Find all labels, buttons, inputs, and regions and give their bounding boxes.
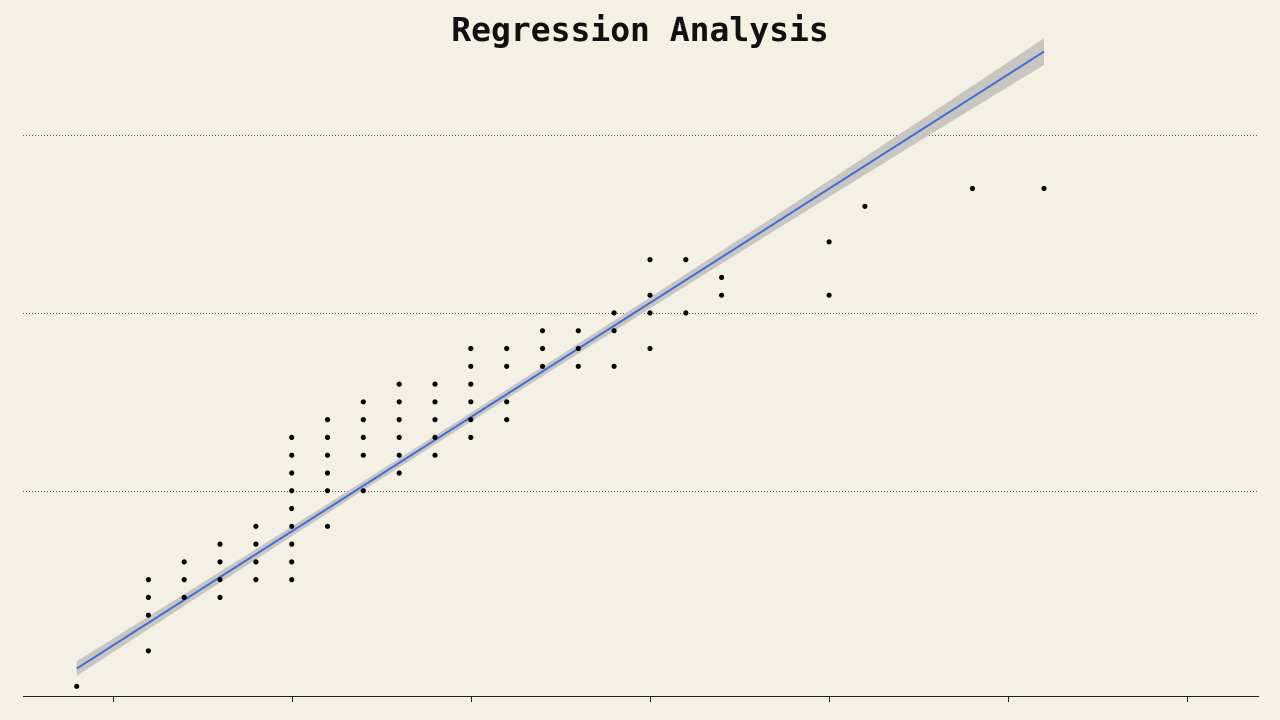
data-point-0 <box>74 683 80 689</box>
data-point-19 <box>289 523 295 529</box>
data-point-6 <box>181 577 187 583</box>
data-point-5 <box>181 594 187 601</box>
data-point-68 <box>647 292 653 298</box>
data-point-76 <box>862 203 868 209</box>
data-point-16 <box>289 577 295 583</box>
data-point-17 <box>289 559 295 565</box>
data-point-67 <box>647 310 653 316</box>
data-point-45 <box>432 399 438 405</box>
data-point-27 <box>324 470 331 476</box>
data-point-9 <box>217 577 223 583</box>
data-point-51 <box>468 363 474 369</box>
data-point-25 <box>324 523 331 529</box>
data-point-73 <box>719 274 725 280</box>
data-point-39 <box>396 417 402 423</box>
data-point-23 <box>289 452 295 458</box>
data-point-13 <box>253 559 259 565</box>
data-point-21 <box>289 488 295 494</box>
data-point-56 <box>504 345 510 352</box>
data-point-11 <box>217 541 223 547</box>
data-point-7 <box>181 559 187 565</box>
data-point-70 <box>683 310 689 316</box>
confidence-band <box>76 38 1044 676</box>
data-point-57 <box>539 363 546 369</box>
data-point-3 <box>145 594 151 601</box>
data-point-2 <box>145 612 151 618</box>
data-point-28 <box>324 452 331 458</box>
data-point-10 <box>217 559 223 565</box>
data-point-33 <box>360 434 366 440</box>
data-point-38 <box>396 434 402 440</box>
data-point-49 <box>468 399 474 405</box>
data-point-42 <box>432 452 438 458</box>
data-point-34 <box>360 417 366 423</box>
data-point-62 <box>575 328 581 334</box>
regression-line <box>76 50 1045 670</box>
data-point-26 <box>324 488 331 494</box>
data-point-55 <box>504 363 510 369</box>
data-point-8 <box>217 594 223 601</box>
data-point-22 <box>289 470 295 476</box>
data-point-48 <box>468 417 474 423</box>
data-point-69 <box>647 257 653 263</box>
data-point-75 <box>826 239 832 245</box>
data-point-1 <box>145 648 151 654</box>
data-point-63 <box>611 363 617 369</box>
chart-title: Regression Analysis <box>451 10 829 49</box>
data-point-32 <box>360 452 366 458</box>
data-point-59 <box>539 328 546 334</box>
data-point-15 <box>253 523 259 529</box>
data-point-61 <box>575 345 581 352</box>
data-point-58 <box>539 345 546 352</box>
data-point-72 <box>719 292 725 298</box>
data-point-31 <box>360 488 366 494</box>
data-point-64 <box>611 328 617 334</box>
data-point-40 <box>396 399 402 405</box>
data-point-74 <box>826 292 832 298</box>
data-point-12 <box>253 577 259 583</box>
data-point-14 <box>253 541 259 547</box>
data-point-4 <box>145 577 151 583</box>
data-point-36 <box>396 470 402 476</box>
data-point-54 <box>504 399 510 405</box>
data-point-20 <box>289 505 295 512</box>
data-point-50 <box>468 381 474 387</box>
data-point-77 <box>969 185 976 192</box>
data-point-24 <box>289 434 295 440</box>
data-point-30 <box>324 417 331 423</box>
data-point-35 <box>360 399 366 405</box>
data-point-47 <box>468 434 474 440</box>
data-point-53 <box>504 417 510 423</box>
data-point-43 <box>432 434 438 440</box>
data-point-60 <box>575 363 581 369</box>
data-point-52 <box>468 345 474 352</box>
data-point-44 <box>432 417 438 423</box>
data-point-37 <box>396 452 402 458</box>
data-point-29 <box>324 434 331 440</box>
data-point-71 <box>683 257 689 263</box>
data-point-65 <box>611 310 617 316</box>
data-point-41 <box>396 381 402 387</box>
data-point-18 <box>289 541 295 547</box>
data-point-66 <box>647 345 653 352</box>
data-point-78 <box>1041 185 1047 192</box>
data-point-46 <box>432 381 438 387</box>
